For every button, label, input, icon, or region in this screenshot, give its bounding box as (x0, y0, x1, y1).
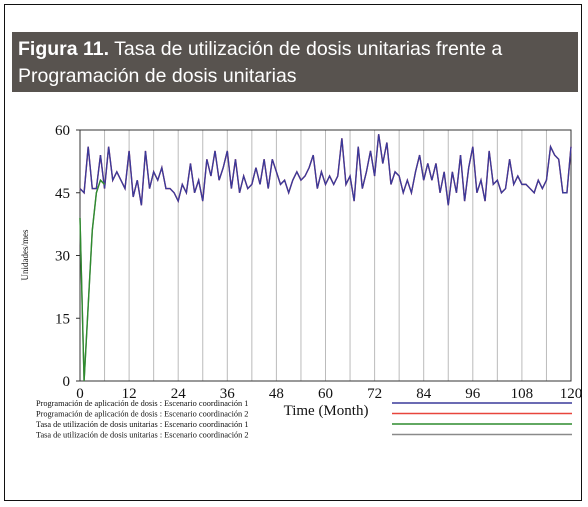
frame (4, 4, 582, 501)
x-axis-label: Time (Month) (284, 403, 369, 419)
legend-label: Tasa de utilización de dosis unitarias :… (36, 420, 249, 429)
legend-label: Tasa de utilización de dosis unitarias :… (36, 431, 249, 440)
y-tick-label: 0 (63, 374, 71, 390)
legend-label: Programación de aplicación de dosis : Es… (36, 410, 248, 419)
y-axis-label: Unidades/mes (20, 229, 30, 280)
x-tick-label: 24 (171, 386, 187, 402)
x-tick-label: 96 (465, 386, 481, 402)
x-tick-label: 108 (511, 386, 534, 402)
x-tick-label: 36 (220, 386, 236, 402)
x-tick-label: 120 (560, 386, 583, 402)
series-line (79, 178, 106, 382)
y-tick-label: 30 (55, 249, 70, 265)
x-tick-label: 72 (367, 386, 382, 402)
caption-label: Figura 11. (18, 38, 110, 60)
x-tick-label: 48 (269, 386, 284, 402)
plot-frame (79, 129, 572, 382)
chart-title: Tasa de utilización de dosis unitarias f… (18, 38, 503, 87)
caption: Figura 11. Tasa de utilización de dosis … (12, 32, 578, 92)
x-tick-label: 84 (416, 386, 432, 402)
y-tick-label: 45 (55, 186, 70, 202)
x-tick-label: 12 (122, 386, 137, 402)
x-tick-label: 0 (76, 386, 84, 402)
legend-label: Programación de aplicación de dosis : Es… (36, 399, 248, 408)
series-line (79, 134, 572, 206)
x-tick-label: 60 (318, 386, 333, 402)
y-tick-label: 60 (55, 123, 70, 139)
y-tick-label: 15 (55, 311, 70, 327)
